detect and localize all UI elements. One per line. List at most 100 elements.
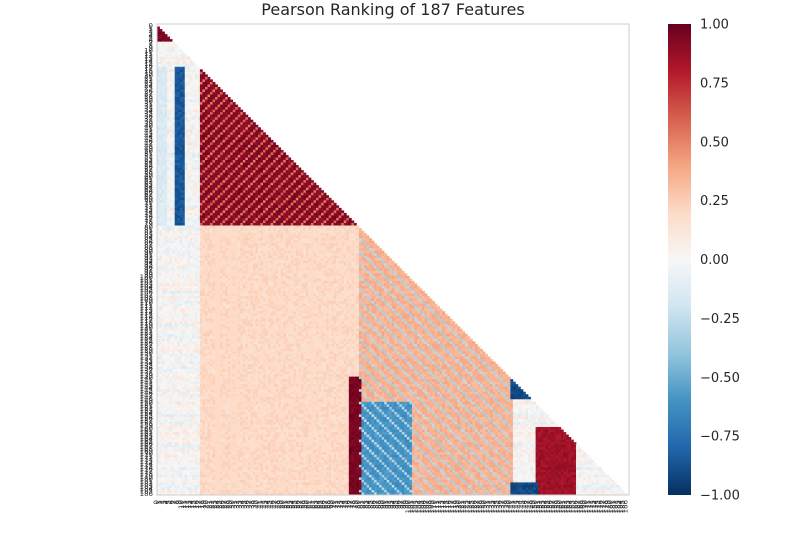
heatmap-cell [182,223,185,226]
heatmap-cell [202,195,205,198]
heatmap-cell [273,241,276,244]
heatmap-cell [306,200,309,203]
heatmap-cell [263,256,266,259]
heatmap-cell [303,233,306,236]
heatmap-cell [283,173,286,176]
heatmap-cell [359,261,362,264]
heatmap-cell [248,180,251,183]
heatmap-cell [258,210,261,213]
heatmap-cell [165,52,168,55]
heatmap-cell [291,195,294,198]
heatmap-cell [250,261,253,264]
heatmap-cell [192,210,195,213]
heatmap-cell [165,37,168,40]
heatmap-cell [293,198,296,201]
heatmap-cell [291,236,294,239]
heatmap-cell [223,200,226,203]
heatmap-cell [202,168,205,171]
heatmap-cell [213,190,216,193]
heatmap-cell [185,203,188,206]
heatmap-cell [283,248,286,251]
heatmap-cell [185,152,188,155]
heatmap-cell [205,220,208,223]
heatmap-cell [185,150,188,153]
heatmap-cell [172,276,175,279]
heatmap-cell [200,178,203,181]
heatmap-cell [379,256,382,259]
heatmap-cell [233,253,236,256]
heatmap-cell [185,248,188,251]
heatmap-cell [336,205,339,208]
heatmap-cell [185,57,188,60]
heatmap-cell [321,226,324,229]
heatmap-cell [192,95,195,98]
heatmap-cell [177,168,180,171]
heatmap-cell [192,102,195,105]
heatmap-cell [185,89,188,92]
heatmap-cell [172,193,175,196]
heatmap-cell [175,72,178,75]
heatmap-cell [235,246,238,249]
heatmap-cell [167,173,170,176]
heatmap-cell [238,122,241,125]
heatmap-cell [182,173,185,176]
heatmap-cell [180,100,183,103]
heatmap-cell [225,190,228,193]
heatmap-cell [245,253,248,256]
heatmap-cell [192,92,195,95]
heatmap-cell [180,215,183,218]
heatmap-cell [200,132,203,135]
heatmap-cell [177,84,180,87]
heatmap-cell [258,175,261,178]
heatmap-cell [165,155,168,158]
heatmap-cell [185,220,188,223]
heatmap-cell [263,173,266,176]
heatmap-cell [160,273,163,276]
heatmap-cell [268,173,271,176]
heatmap-cell [271,276,274,279]
heatmap-cell [283,271,286,274]
heatmap-cell [167,215,170,218]
heatmap-cell [301,188,304,191]
heatmap-cell [213,180,216,183]
heatmap-cell [210,145,213,148]
heatmap-cell [177,271,180,274]
heatmap-cell [190,266,193,269]
heatmap-cell [303,251,306,254]
heatmap-cell [324,256,327,259]
heatmap-cell [167,198,170,201]
heatmap-cell [255,170,258,173]
heatmap-cell [197,218,200,221]
heatmap-cell [210,258,213,261]
heatmap-cell [266,185,269,188]
heatmap-cell [218,188,221,191]
heatmap-cell [316,263,319,266]
heatmap-cell [260,200,263,203]
heatmap-cell [255,163,258,166]
heatmap-cell [195,163,198,166]
heatmap-cell [180,213,183,216]
heatmap-cell [223,213,226,216]
heatmap-cell [281,246,284,249]
heatmap-cell [195,231,198,234]
heatmap-cell [281,157,284,160]
heatmap-cell [225,130,228,133]
heatmap-cell [336,233,339,236]
heatmap-cell [271,157,274,160]
heatmap-cell [276,170,279,173]
heatmap-cell [278,220,281,223]
heatmap-cell [372,273,375,276]
heatmap-cell [283,195,286,198]
heatmap-cell [218,190,221,193]
heatmap-cell [175,178,178,181]
heatmap-cell [255,185,258,188]
heatmap-cell [349,231,352,234]
heatmap-cell [205,218,208,221]
heatmap-cell [276,256,279,259]
heatmap-cell [167,266,170,269]
heatmap-cell [195,140,198,143]
heatmap-cell [218,127,221,130]
heatmap-cell [336,231,339,234]
heatmap-cell [233,175,236,178]
heatmap-cell [263,168,266,171]
